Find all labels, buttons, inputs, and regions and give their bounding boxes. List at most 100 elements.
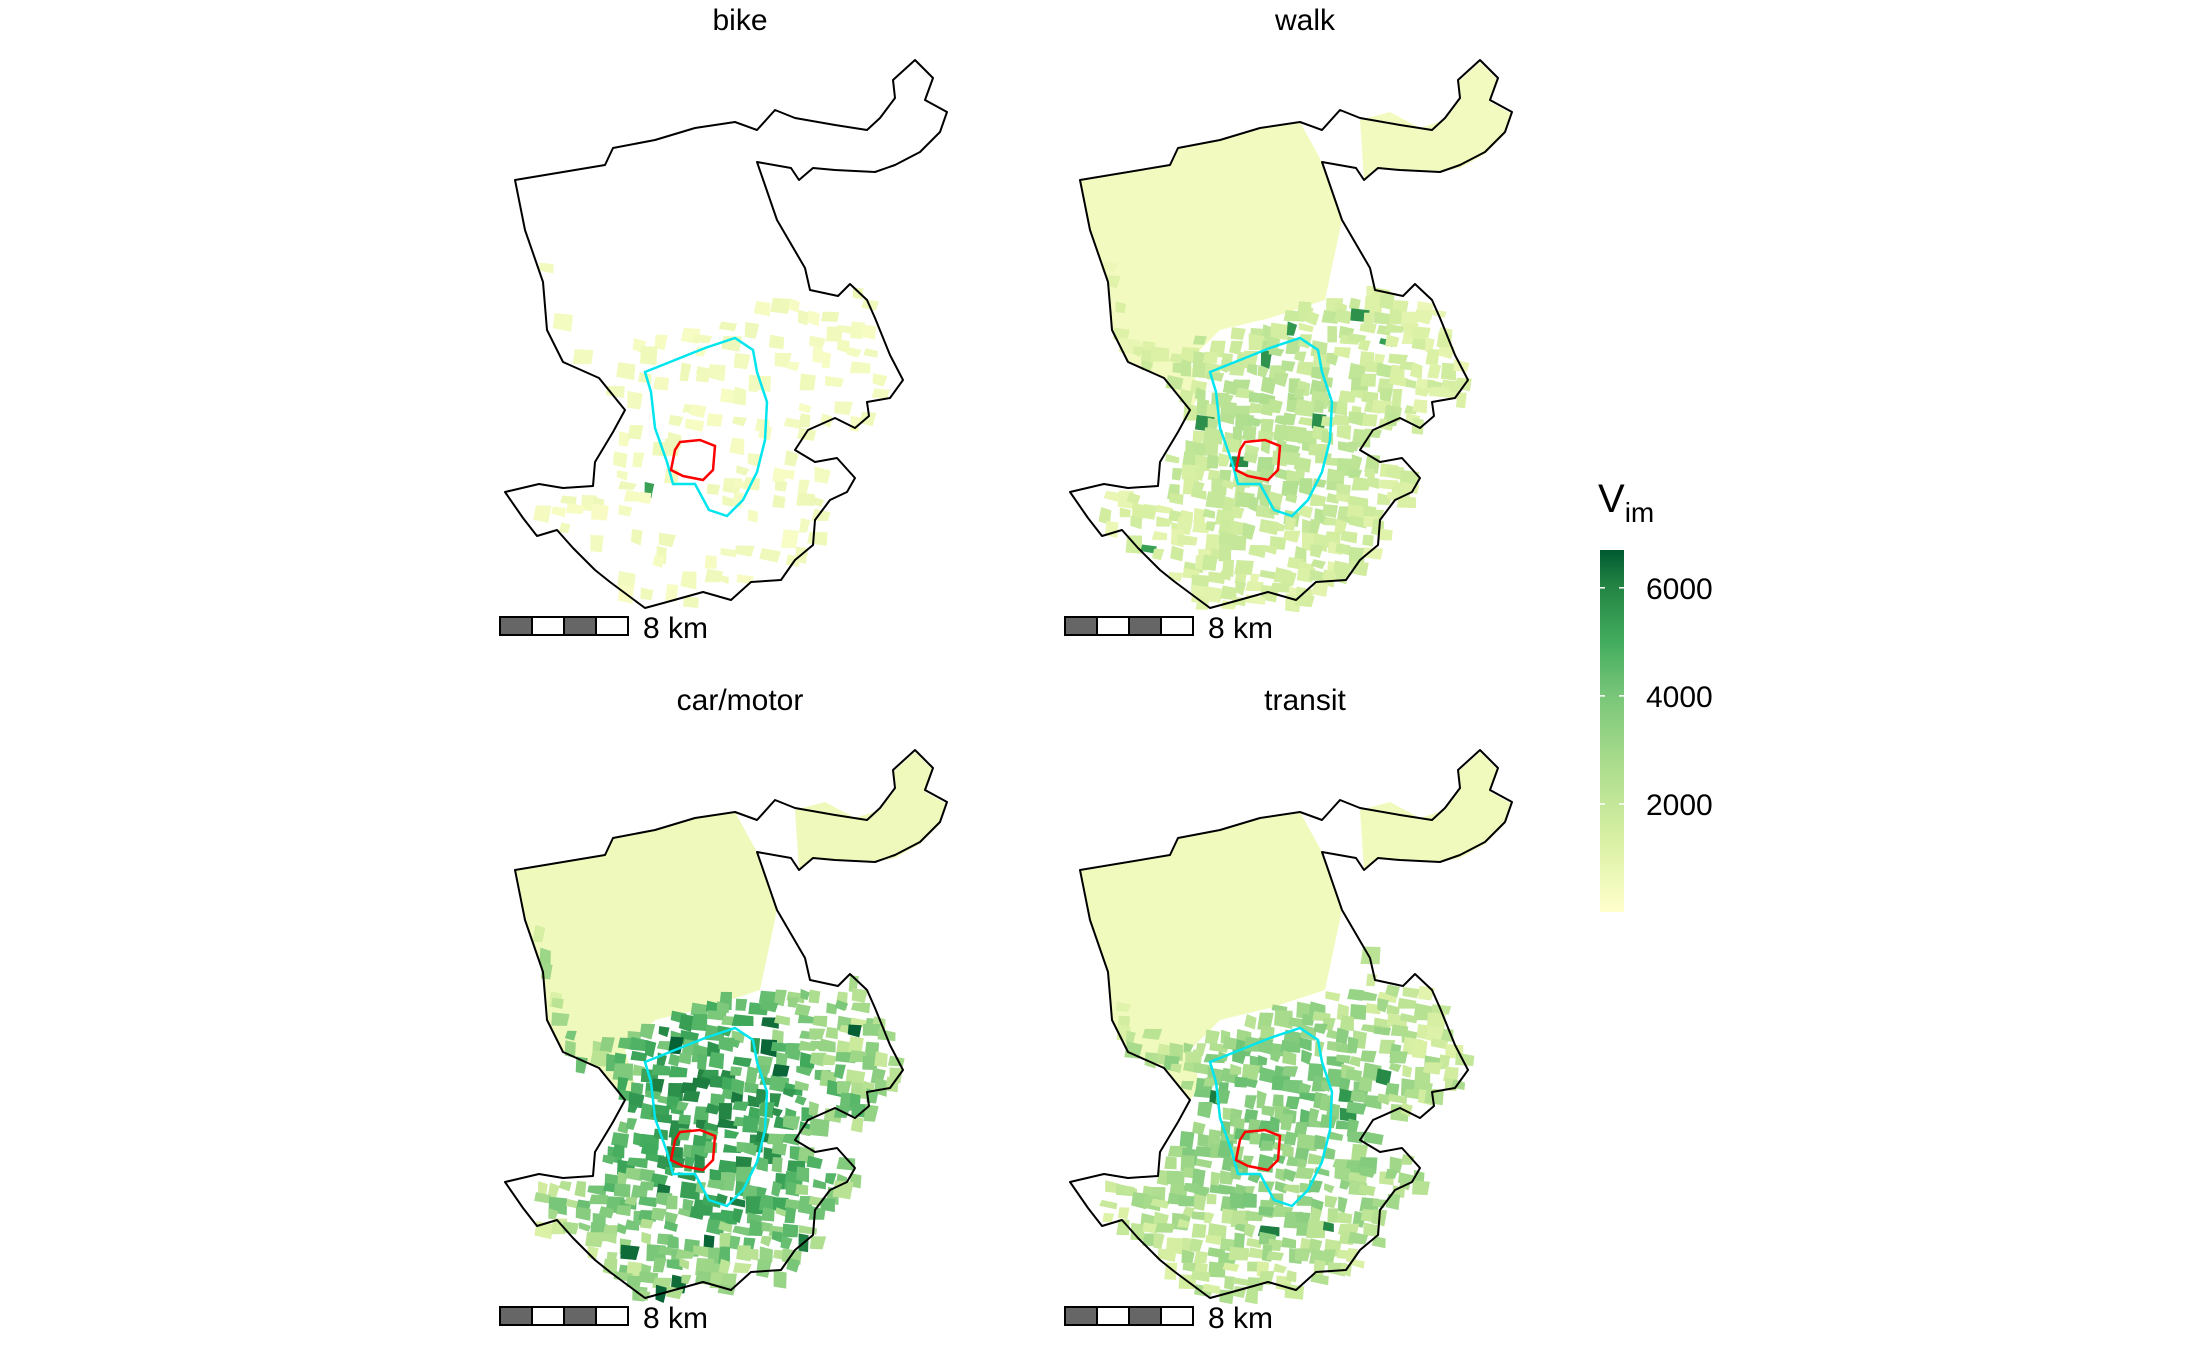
area-cell	[616, 470, 628, 481]
area-cell	[718, 1102, 733, 1120]
area-cell	[1242, 425, 1257, 441]
area-cell	[1168, 572, 1184, 582]
area-cell	[1217, 392, 1234, 403]
area-cell	[1220, 414, 1235, 425]
area-cell	[729, 1235, 741, 1250]
area-cell	[666, 1259, 684, 1271]
area-cell	[1205, 491, 1226, 509]
area-cell	[695, 372, 710, 383]
area-cell	[809, 1040, 823, 1050]
area-cell	[744, 1143, 758, 1157]
area-cell	[1294, 596, 1315, 608]
area-cell	[626, 1157, 648, 1169]
area-cell	[1234, 560, 1254, 576]
area-cell	[627, 424, 644, 440]
area-cell	[1385, 1193, 1401, 1211]
area-cell	[1244, 1095, 1257, 1110]
area-cell	[1412, 1040, 1428, 1059]
area-cell	[1336, 1212, 1353, 1224]
area-cell	[678, 1127, 692, 1141]
area-cell	[1205, 521, 1217, 532]
area-cell	[834, 401, 853, 416]
area-cell	[782, 1223, 799, 1238]
area-cell	[798, 517, 811, 533]
city-center-outline	[1234, 1128, 1282, 1172]
area-cell	[814, 466, 831, 484]
area-cell	[862, 324, 877, 340]
area-cell	[1220, 585, 1237, 601]
area-cell	[808, 1205, 826, 1220]
area-cell	[1124, 1041, 1143, 1059]
area-cell	[638, 491, 652, 504]
panel-title: walk	[1274, 4, 1336, 37]
area-cell	[1192, 364, 1206, 379]
area-cell	[1282, 1079, 1303, 1095]
area-north-lobe	[795, 752, 947, 870]
area-cell	[1218, 452, 1231, 467]
area-cell	[1246, 416, 1263, 427]
area-cell	[1281, 360, 1296, 372]
area-cell	[616, 1223, 628, 1235]
area-cell	[783, 1088, 797, 1098]
ring-road-outline	[1208, 1026, 1334, 1208]
area-cell	[578, 1222, 592, 1232]
area-cell	[794, 1003, 811, 1018]
area-cell	[1150, 1198, 1171, 1209]
area-cell	[1363, 1131, 1384, 1146]
area-cell	[797, 1014, 816, 1024]
area-cell	[1311, 581, 1329, 597]
area-cell	[1132, 346, 1144, 357]
area-cell	[1246, 1237, 1262, 1249]
area-cell	[1105, 1180, 1119, 1194]
area-cell	[1241, 1063, 1261, 1082]
area-cell	[1235, 581, 1247, 596]
area-cell	[548, 1208, 559, 1220]
area-cell	[1206, 1193, 1217, 1205]
area-cell	[551, 997, 564, 1010]
area-cell	[771, 1063, 790, 1077]
area-cell	[1305, 1219, 1326, 1239]
area-cell	[663, 1220, 678, 1232]
area-cell	[684, 1156, 695, 1172]
area-cell	[724, 1129, 740, 1139]
area-cell	[585, 1232, 605, 1248]
area-cell	[812, 1015, 828, 1028]
area-cell	[1438, 346, 1455, 360]
area-cell	[1363, 295, 1382, 315]
area-cell	[1282, 1168, 1297, 1183]
area-cell	[654, 334, 668, 351]
area-cell	[1176, 534, 1198, 546]
area-cell	[1283, 412, 1297, 426]
area-cell	[1308, 1118, 1324, 1128]
area-cell	[1270, 1050, 1282, 1063]
area-cell	[742, 1248, 759, 1261]
area-cell	[833, 1064, 846, 1080]
area-cell	[652, 1257, 667, 1273]
area-cell	[1248, 333, 1265, 351]
area-cell	[1375, 1068, 1392, 1087]
area-cell	[1103, 490, 1120, 502]
area-cell	[650, 1173, 669, 1188]
area-cell	[1335, 1027, 1350, 1045]
area-cell	[589, 1050, 610, 1067]
map-panel-car-motor: car/motor 8 km	[499, 684, 948, 1335]
area-cell	[1361, 414, 1378, 427]
area-cell	[1335, 1120, 1352, 1130]
city-center-outline	[1234, 438, 1282, 482]
area-cell	[1325, 991, 1341, 1002]
area-cell	[639, 1218, 654, 1229]
area-cell	[1244, 1014, 1257, 1030]
area-cell	[691, 1077, 711, 1090]
area-cell	[1386, 1004, 1400, 1015]
area-cell	[1233, 1232, 1245, 1250]
area-cell	[1203, 1212, 1215, 1224]
area-cell	[1272, 1094, 1284, 1109]
area-cell	[631, 529, 643, 546]
area-cell	[808, 1101, 819, 1117]
area-cell	[771, 1180, 783, 1197]
area-cell	[1181, 1249, 1195, 1265]
area-cell	[1170, 545, 1184, 562]
area-cell	[668, 414, 684, 427]
area-cell	[1385, 466, 1405, 480]
